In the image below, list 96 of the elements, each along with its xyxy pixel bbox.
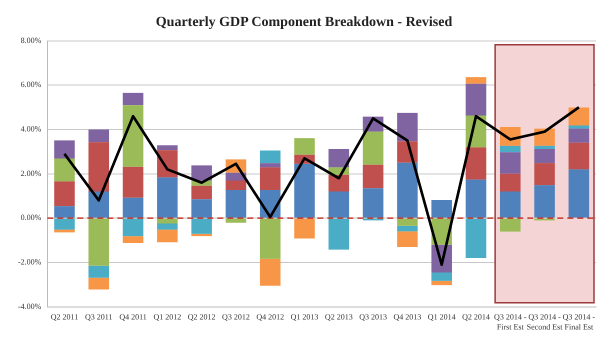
bar	[500, 152, 521, 174]
bar	[397, 112, 418, 142]
bar	[260, 218, 281, 259]
bar	[260, 163, 281, 168]
bar	[328, 218, 350, 250]
bar	[191, 234, 212, 236]
bar	[431, 200, 452, 218]
bar	[54, 230, 75, 232]
bar	[157, 218, 178, 224]
bar	[294, 218, 315, 239]
bar	[88, 218, 110, 266]
bar	[226, 218, 246, 223]
bar	[122, 198, 144, 218]
bar	[568, 108, 590, 126]
x-tick-label: Q3 2014 - Second Est	[526, 312, 564, 332]
x-tick-label: Q4 2011	[119, 312, 147, 322]
bar	[226, 190, 246, 218]
bar	[54, 181, 75, 206]
bar	[534, 185, 555, 218]
x-tick-label: Q3 2011	[85, 312, 113, 322]
bar	[157, 145, 178, 150]
bar	[568, 125, 590, 129]
bar	[534, 148, 555, 164]
bar	[328, 174, 350, 192]
bar	[328, 192, 350, 218]
x-tick-label: Q3 2012	[222, 312, 250, 322]
bar	[157, 177, 178, 218]
bar	[88, 266, 110, 278]
bar	[157, 230, 178, 242]
bar	[362, 132, 384, 165]
bar	[397, 231, 418, 247]
x-tick-label: Q3 2014 - First Est	[494, 312, 527, 332]
x-tick-label: Q2 2011	[50, 312, 78, 322]
x-tick-label: Q4 2013	[394, 312, 422, 322]
bar	[191, 218, 212, 234]
bar	[294, 138, 315, 155]
bar	[260, 150, 281, 164]
y-tick-label: -2.00%	[18, 258, 42, 267]
bar	[431, 272, 452, 281]
bar	[88, 192, 110, 218]
x-tick-label: Q3 2013	[359, 312, 387, 322]
bar	[88, 278, 110, 290]
bar	[500, 174, 521, 192]
x-tick-label: Q1 2014	[428, 312, 456, 322]
bar	[397, 226, 418, 232]
bar	[260, 258, 281, 286]
bar	[568, 128, 590, 143]
bar	[260, 167, 281, 190]
y-tick-label: -4.00%	[18, 302, 42, 311]
bar	[226, 180, 246, 190]
bar	[534, 163, 555, 186]
bar	[54, 140, 75, 159]
bar	[500, 192, 521, 218]
bar	[191, 199, 212, 218]
x-tick-label: Q4 2012	[256, 312, 284, 322]
bar	[500, 218, 521, 232]
y-tick-label: 2.00%	[20, 168, 42, 178]
bar	[500, 146, 521, 152]
bar	[122, 105, 144, 167]
bar	[122, 92, 144, 106]
y-tick-label: 6.00%	[20, 80, 42, 90]
bar	[397, 218, 418, 226]
bar	[568, 169, 590, 218]
y-tick-label: 0.00%	[20, 213, 42, 222]
bar	[191, 186, 212, 200]
bar	[362, 188, 384, 218]
bar	[466, 180, 486, 218]
bar	[88, 129, 110, 142]
bar	[466, 84, 486, 116]
bar	[157, 223, 178, 230]
bar	[466, 147, 486, 180]
bar	[431, 280, 452, 286]
bar	[397, 162, 418, 218]
bar	[54, 158, 75, 182]
bar	[54, 206, 75, 218]
x-tick-label: Q3 2014 - Final Est	[562, 312, 596, 332]
bar	[466, 77, 486, 84]
bar	[54, 218, 75, 230]
x-tick-label: Q2 2012	[188, 312, 216, 322]
chart-title: Quarterly GDP Component Breakdown - Revised	[156, 15, 452, 30]
bar	[294, 164, 315, 218]
bar	[328, 148, 350, 168]
y-tick-label: 4.00%	[20, 124, 42, 134]
bar	[568, 142, 590, 170]
y-tick-label: 8.00%	[20, 36, 42, 45]
x-tick-label: Q2 2013	[324, 312, 353, 322]
bar	[88, 142, 110, 192]
bar	[122, 166, 144, 198]
bar	[362, 164, 384, 188]
x-tick-label: Q1 2013	[290, 312, 318, 322]
bar	[466, 218, 486, 258]
bar	[122, 236, 144, 243]
x-tick-label: Q1 2012	[153, 312, 182, 322]
bar	[122, 218, 144, 236]
bar	[534, 146, 555, 149]
x-tick-label: Q2 2014	[462, 312, 490, 322]
